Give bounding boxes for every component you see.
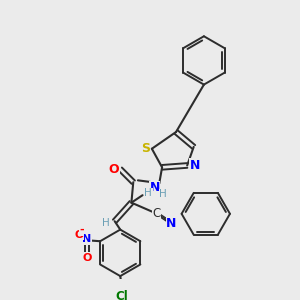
- Text: N: N: [189, 159, 200, 172]
- Text: O: O: [74, 230, 83, 240]
- Text: H: H: [144, 188, 152, 198]
- Text: O: O: [108, 163, 119, 176]
- Text: H: H: [101, 218, 109, 228]
- Text: N: N: [82, 234, 92, 244]
- Text: S: S: [141, 142, 150, 155]
- Text: O: O: [82, 253, 92, 263]
- Text: -: -: [79, 225, 84, 235]
- Text: N: N: [166, 217, 177, 230]
- Text: C: C: [152, 207, 160, 220]
- Text: H: H: [159, 189, 167, 199]
- Text: Cl: Cl: [116, 290, 128, 300]
- Text: N: N: [149, 181, 160, 194]
